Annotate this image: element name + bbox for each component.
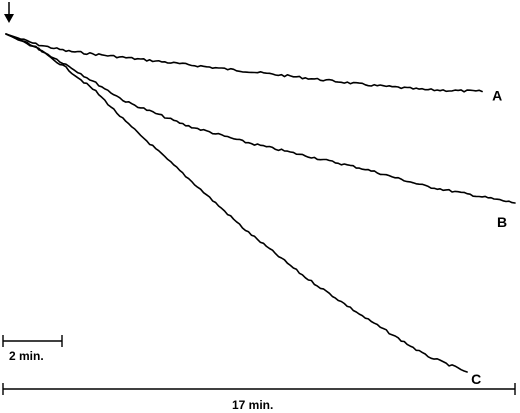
series-label-b: B xyxy=(497,214,507,230)
scale-bar-2min: 2 min. xyxy=(2,335,63,363)
scale-bar-17min-label: 17 min. xyxy=(232,398,273,412)
trace-b xyxy=(5,33,516,204)
scale-bar-17min: 17 min. xyxy=(2,383,516,412)
series-label-c: C xyxy=(471,371,481,387)
trace-a xyxy=(5,33,483,93)
series-label-a: A xyxy=(492,88,502,104)
start-arrow-icon xyxy=(4,2,14,23)
traces-group xyxy=(5,33,516,373)
trace-c xyxy=(5,33,468,373)
series-labels-group: A B C xyxy=(471,88,507,388)
scale-bar-2min-label: 2 min. xyxy=(9,349,44,363)
